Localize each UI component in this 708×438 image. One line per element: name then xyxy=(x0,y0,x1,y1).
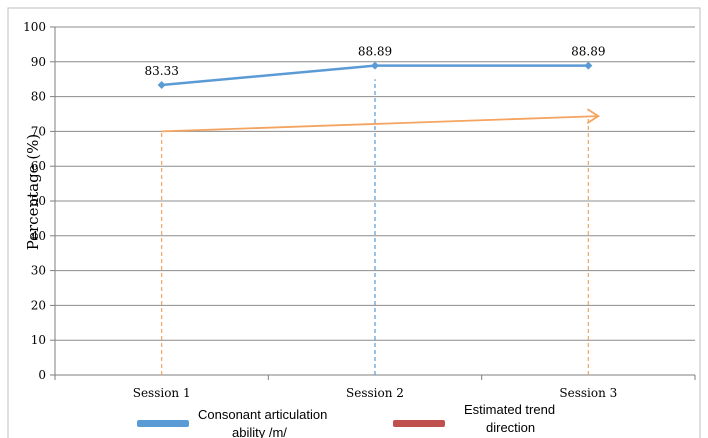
x-tick-label-2: Session 2 xyxy=(346,386,404,400)
trend-arrowhead xyxy=(586,108,601,124)
point-consonant-3 xyxy=(584,61,593,70)
y-axis-ticks: 0 10 20 30 40 50 60 70 80 90 100 xyxy=(23,20,46,382)
y-tick-label-40: 40 xyxy=(31,229,46,243)
legend-swatch-consonant xyxy=(137,420,189,427)
data-label-3: 88.89 xyxy=(571,45,605,59)
x-tick-label-3: Session 3 xyxy=(559,386,617,400)
y-tick-label-0: 0 xyxy=(38,368,46,382)
point-consonant-1 xyxy=(157,81,166,90)
data-labels: 83.33 88.89 88.89 xyxy=(144,45,605,78)
y-tick-label-10: 10 xyxy=(31,333,46,347)
y-tick-label-30: 30 xyxy=(31,264,46,278)
chart-border xyxy=(7,7,701,438)
data-label-1: 83.33 xyxy=(144,64,178,78)
point-consonant-2 xyxy=(371,61,379,70)
y-tick-label-80: 80 xyxy=(31,90,46,104)
x-axis-ticks: Session 1 Session 2 Session 3 xyxy=(133,386,618,400)
series-line-trend xyxy=(161,115,599,133)
legend-label-trend: Estimated trend direction xyxy=(464,402,559,435)
y-tick-label-20: 20 xyxy=(31,298,46,312)
y-axis-label: Percentage (%) xyxy=(24,134,42,251)
y-tick-label-100: 100 xyxy=(23,20,46,34)
y-tick-label-90: 90 xyxy=(31,55,46,69)
legend-swatch-trend xyxy=(393,420,445,427)
legend: Consonant articulation ability /m/ Estim… xyxy=(137,402,559,438)
x-tick-label-1: Session 1 xyxy=(133,386,191,400)
legend-label-consonant: Consonant articulation ability /m/ xyxy=(198,407,331,438)
y-tick-label-60: 60 xyxy=(31,159,46,173)
data-points xyxy=(157,61,593,90)
dashed-guides xyxy=(161,79,589,375)
y-tick-label-50: 50 xyxy=(31,194,46,208)
data-label-2: 88.89 xyxy=(358,45,392,59)
gridlines xyxy=(50,26,696,380)
y-tick-label-70: 70 xyxy=(31,124,46,138)
